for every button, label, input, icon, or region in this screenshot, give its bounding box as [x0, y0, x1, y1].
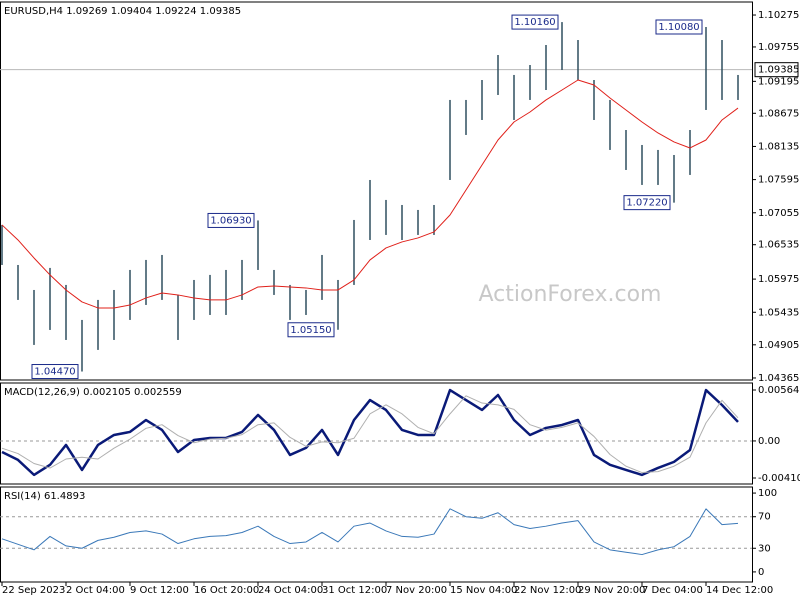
y-tick-label: 1.09755: [758, 42, 799, 53]
panel-frame: [0, 486, 753, 583]
last-price-box: [754, 62, 799, 78]
price-annotation-box: [655, 19, 703, 35]
y-tick-label: 1.04905: [758, 340, 799, 351]
watermark: ActionForex.com: [479, 282, 662, 307]
y-tick-label: 1.08675: [758, 108, 799, 119]
x-tick-label: 29 Nov 20:00: [578, 585, 645, 596]
y-tick-label: 1.09195: [758, 76, 799, 87]
x-tick-label: 16 Oct 20:00: [194, 585, 259, 596]
price-annotation: 1.10080: [658, 22, 699, 33]
y-tick-label: 1.08135: [758, 141, 799, 152]
price-annotation: 1.04470: [34, 367, 75, 378]
panel-frame: [0, 382, 753, 485]
x-tick-label: 24 Oct 04:00: [258, 585, 323, 596]
price-annotation-box: [287, 322, 335, 338]
panel-title: MACD(12,26,9) 0.002105 0.002559: [4, 387, 182, 398]
y-tick-label: 1.07595: [758, 175, 799, 186]
last-price-label: 1.09385: [758, 65, 799, 76]
x-tick-label: 31 Oct 12:00: [322, 585, 387, 596]
x-tick-label: 7 Nov 20:00: [386, 585, 447, 596]
x-tick-label: 7 Dec 04:00: [642, 585, 703, 596]
y-tick-label: 0.005643: [758, 385, 800, 396]
indicator-line: [1, 508, 739, 556]
price-annotation-box: [623, 195, 671, 211]
price-annotation: 1.07220: [626, 198, 667, 209]
y-tick-label: 1.10275: [758, 10, 799, 21]
y-tick-label: 1.06535: [758, 240, 799, 251]
y-tick-label: 0.00: [758, 436, 780, 447]
panel-frame: [0, 1, 753, 381]
y-tick-label: 30: [758, 543, 771, 554]
x-tick-label: 22 Nov 12:00: [514, 585, 581, 596]
x-tick-label: 15 Nov 04:00: [450, 585, 517, 596]
price-annotation: 1.06930: [210, 215, 251, 226]
y-tick-label: 1.07055: [758, 208, 799, 219]
price-annotation-box: [207, 212, 255, 228]
panel-title: EURUSD,H4 1.09269 1.09404 1.09224 1.0938…: [4, 6, 241, 17]
price-annotation-box: [31, 364, 79, 380]
x-tick-label: 9 Oct 12:00: [130, 585, 189, 596]
x-tick-label: 14 Dec 12:00: [706, 585, 773, 596]
indicator-line: [1, 395, 739, 474]
y-tick-label: 1.04365: [758, 373, 799, 384]
panel-title: RSI(14) 61.4893: [4, 491, 85, 502]
price-annotation: 1.10160: [514, 17, 555, 28]
y-tick-label: 70: [758, 512, 771, 523]
indicator-line: [1, 388, 739, 477]
price-annotation-box: [511, 14, 559, 30]
moving-average: [1, 79, 739, 309]
y-tick-label: 1.05435: [758, 307, 799, 318]
x-tick-label: 2 Oct 04:00: [66, 585, 125, 596]
price-annotation: 1.05150: [290, 325, 331, 336]
x-tick-label: 22 Sep 2023: [2, 585, 65, 596]
y-tick-label: 1.05975: [758, 274, 799, 285]
y-tick-label: 0: [758, 567, 764, 578]
y-tick-label: -0.004104: [758, 473, 800, 484]
y-tick-label: 100: [758, 488, 777, 499]
